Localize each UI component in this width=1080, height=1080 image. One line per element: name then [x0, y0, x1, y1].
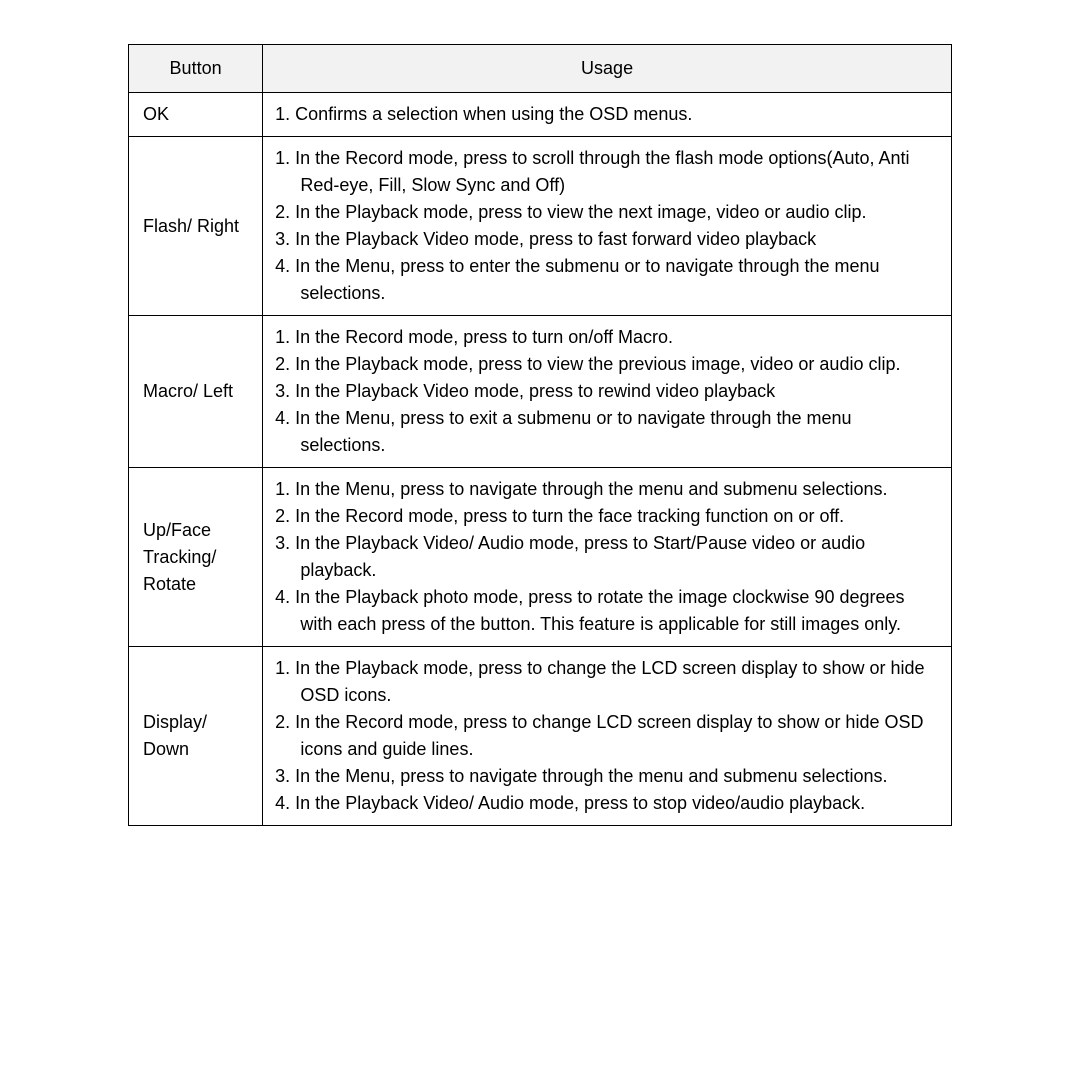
- table-row: Macro/ Left 1. In the Record mode, press …: [129, 316, 952, 468]
- usage-item: 2. In the Playback mode, press to view t…: [275, 199, 939, 226]
- usage-item: 1. In the Record mode, press to scroll t…: [275, 145, 939, 199]
- usage-item: 1. In the Record mode, press to turn on/…: [275, 324, 939, 351]
- usage-item: 2. In the Record mode, press to change L…: [275, 709, 939, 763]
- usage-item: 3. In the Playback Video mode, press to …: [275, 226, 939, 253]
- usage-item: 1. In the Menu, press to navigate throug…: [275, 476, 939, 503]
- table-body: OK 1. Confirms a selection when using the…: [129, 93, 952, 826]
- button-cell: OK: [129, 93, 263, 137]
- table-row: Flash/ Right1. In the Record mode, press…: [129, 137, 952, 316]
- usage-cell: 1. Confirms a selection when using the O…: [263, 93, 952, 137]
- usage-cell: 1. In the Menu, press to navigate throug…: [263, 468, 952, 647]
- usage-item: 4. In the Playback photo mode, press to …: [275, 584, 939, 638]
- table-header-row: Button Usage: [129, 45, 952, 93]
- usage-cell: 1. In the Record mode, press to turn on/…: [263, 316, 952, 468]
- usage-item: 1. Confirms a selection when using the O…: [275, 101, 939, 128]
- header-usage: Usage: [263, 45, 952, 93]
- usage-item: 2. In the Playback mode, press to view t…: [275, 351, 939, 378]
- usage-item: 2. In the Record mode, press to turn the…: [275, 503, 939, 530]
- table-row: OK 1. Confirms a selection when using the…: [129, 93, 952, 137]
- header-button: Button: [129, 45, 263, 93]
- usage-cell: 1. In the Playback mode, press to change…: [263, 647, 952, 826]
- usage-item: 3. In the Playback Video mode, press to …: [275, 378, 939, 405]
- table-row: Up/Face Tracking/ Rotate 1. In the Menu, …: [129, 468, 952, 647]
- button-cell: Display/ Down: [129, 647, 263, 826]
- usage-item: 4. In the Menu, press to exit a submenu …: [275, 405, 939, 459]
- button-cell: Up/Face Tracking/ Rotate: [129, 468, 263, 647]
- button-usage-table: Button Usage OK 1. Confirms a selection w…: [128, 44, 952, 826]
- button-cell: Flash/ Right: [129, 137, 263, 316]
- usage-item: 1. In the Playback mode, press to change…: [275, 655, 939, 709]
- usage-item: 3. In the Menu, press to navigate throug…: [275, 763, 939, 790]
- button-cell: Macro/ Left: [129, 316, 263, 468]
- usage-cell: 1. In the Record mode, press to scroll t…: [263, 137, 952, 316]
- usage-item: 4. In the Playback Video/ Audio mode, pr…: [275, 790, 939, 817]
- table-row: Display/ Down1. In the Playback mode, pr…: [129, 647, 952, 826]
- usage-item: 4. In the Menu, press to enter the subme…: [275, 253, 939, 307]
- usage-item: 3. In the Playback Video/ Audio mode, pr…: [275, 530, 939, 584]
